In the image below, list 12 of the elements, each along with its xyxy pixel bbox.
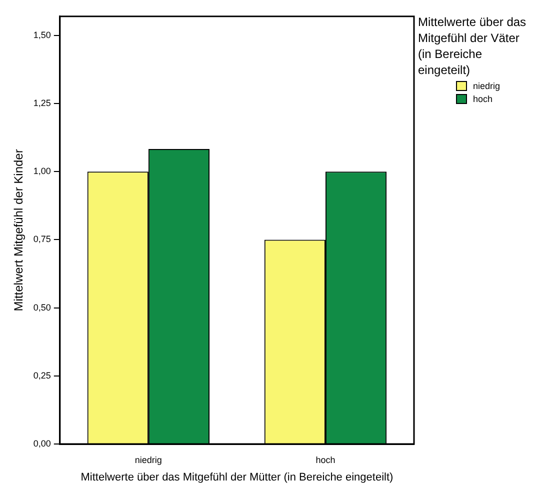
y-tick-label: 0,00 [33,438,51,448]
y-tick-label: 1,00 [33,166,51,176]
x-axis-title: Mittelwerte über das Mitgefühl der Mütter (in Bereiche eingeteilt) [80,471,394,484]
y-tick-label: 0,50 [33,302,51,312]
legend-label: hoch [473,94,493,104]
y-tick-label: 0,25 [33,370,51,380]
y-tick-label: 1,50 [33,30,51,40]
legend-title: Mittelwerte über das Mitgefühl der Väter (in Bereiche eingeteilt) [418,14,528,78]
y-tick-label: 1,25 [33,98,51,108]
y-tick-label: 0,75 [33,234,51,244]
legend-label: niedrig [473,81,500,91]
y-axis-title: Mittelwert Mitgefühl der Kinder [12,149,26,312]
